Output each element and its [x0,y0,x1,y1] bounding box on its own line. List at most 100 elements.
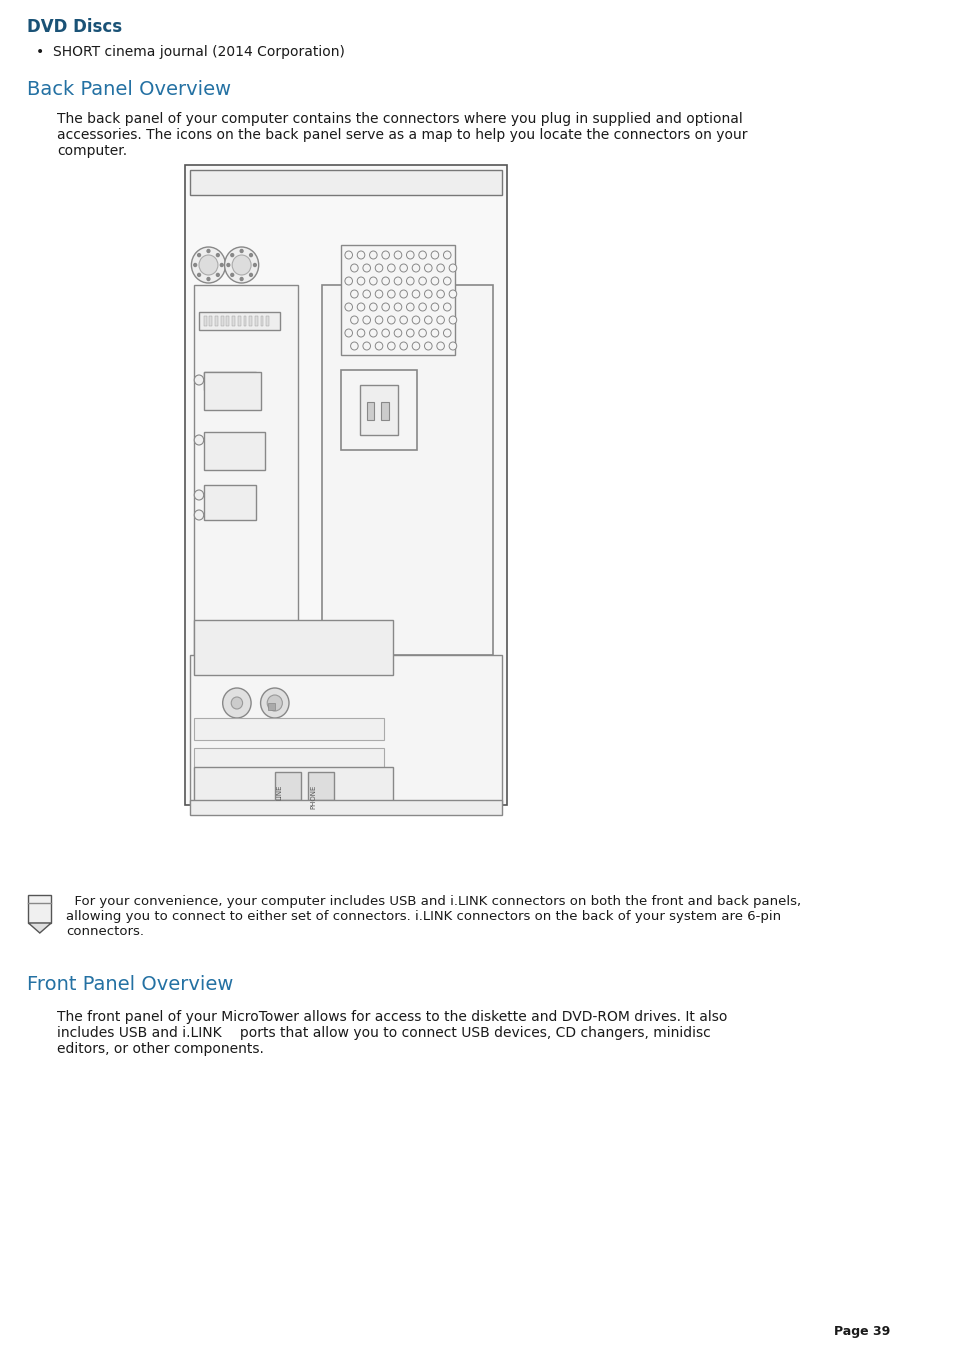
Circle shape [449,263,456,272]
Circle shape [192,247,225,282]
Circle shape [369,277,376,285]
Text: For your convenience, your computer includes USB and i.LINK connectors on both t: For your convenience, your computer incl… [67,894,801,938]
Bar [210,316,212,326]
Bar [199,312,279,330]
Bar [194,767,393,805]
Circle shape [369,303,376,311]
Circle shape [224,247,258,282]
Bar [190,170,501,195]
Circle shape [351,342,357,350]
Circle shape [387,263,395,272]
Bar [204,372,255,390]
Text: LINE: LINE [276,785,282,801]
Circle shape [207,277,210,281]
Bar [204,432,265,470]
Circle shape [227,263,230,266]
Polygon shape [29,923,51,934]
Circle shape [424,263,432,272]
Circle shape [375,342,382,350]
Bar [341,370,416,450]
Circle shape [231,254,233,257]
Circle shape [232,255,251,276]
Circle shape [375,290,382,299]
Circle shape [443,277,451,285]
Circle shape [197,273,200,277]
Circle shape [399,290,407,299]
Circle shape [369,251,376,259]
Circle shape [424,316,432,324]
Circle shape [406,277,414,285]
Circle shape [193,263,196,266]
Polygon shape [29,894,51,923]
Circle shape [362,290,370,299]
Bar [266,316,269,326]
Circle shape [418,251,426,259]
Circle shape [356,330,364,336]
Bar [268,703,274,711]
Circle shape [436,290,444,299]
Bar [194,748,383,770]
Circle shape [412,342,419,350]
Bar [243,316,246,326]
Circle shape [436,342,444,350]
Circle shape [443,330,451,336]
Circle shape [381,303,389,311]
Bar [194,285,298,655]
Circle shape [356,251,364,259]
Circle shape [387,316,395,324]
Circle shape [406,251,414,259]
Circle shape [216,254,219,257]
Circle shape [443,303,451,311]
Text: PHONE: PHONE [311,785,316,809]
Circle shape [345,330,352,336]
Text: DVD Discs: DVD Discs [27,18,122,36]
Bar [214,316,217,326]
Circle shape [381,277,389,285]
Circle shape [418,330,426,336]
Bar [226,316,229,326]
Circle shape [356,303,364,311]
Circle shape [431,277,438,285]
Bar [322,285,492,655]
Bar [190,655,501,805]
Text: Back Panel Overview: Back Panel Overview [27,80,231,99]
Circle shape [406,330,414,336]
Bar [359,385,397,435]
Text: •  SHORT cinema journal (2014 Corporation): • SHORT cinema journal (2014 Corporation… [36,45,345,59]
Circle shape [220,263,223,266]
Circle shape [412,263,419,272]
Bar [204,372,260,409]
Bar [185,165,506,805]
Bar [204,485,255,520]
Bar [274,771,301,800]
Circle shape [351,263,357,272]
Circle shape [443,251,451,259]
Circle shape [418,277,426,285]
Bar [194,717,383,740]
Bar [308,771,335,800]
Circle shape [369,330,376,336]
Bar [254,316,257,326]
Circle shape [345,251,352,259]
Bar [341,245,455,355]
Bar [242,376,248,386]
Circle shape [253,263,256,266]
Circle shape [399,263,407,272]
Circle shape [412,290,419,299]
Bar [220,316,223,326]
Circle shape [250,254,253,257]
Circle shape [240,250,243,253]
Circle shape [406,303,414,311]
Circle shape [399,316,407,324]
Circle shape [412,316,419,324]
Circle shape [199,255,217,276]
Circle shape [351,316,357,324]
Circle shape [381,251,389,259]
Text: Front Panel Overview: Front Panel Overview [27,975,233,994]
Circle shape [387,342,395,350]
Bar [237,316,240,326]
Circle shape [381,330,389,336]
Circle shape [345,303,352,311]
Bar [204,316,207,326]
Circle shape [449,290,456,299]
